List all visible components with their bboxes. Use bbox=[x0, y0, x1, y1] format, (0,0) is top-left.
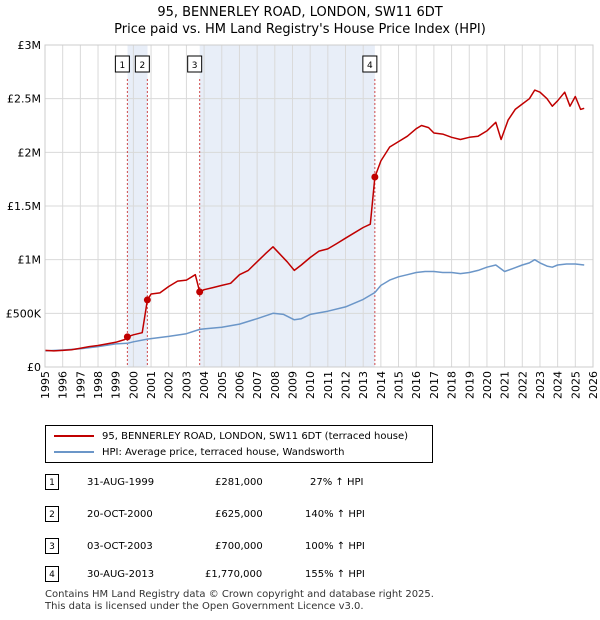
x-tick-label: 2004 bbox=[198, 371, 211, 399]
y-tick-label: £3M bbox=[18, 39, 42, 52]
transaction-hpi: 100% ↑ HPI bbox=[305, 541, 365, 552]
transaction-date: 20-OCT-2000 bbox=[87, 509, 153, 520]
x-tick-label: 2008 bbox=[269, 371, 282, 399]
transaction-number: 3 bbox=[45, 538, 59, 554]
hpi-line bbox=[44, 258, 585, 352]
x-tick-label: 1996 bbox=[57, 371, 70, 399]
x-tick-label: 2016 bbox=[410, 371, 423, 399]
sale-point bbox=[123, 333, 131, 341]
x-tick-label: 1999 bbox=[110, 371, 123, 399]
legend-label-hpi: HPI: Average price, terraced house, Wand… bbox=[102, 446, 345, 458]
x-tick-label: 1995 bbox=[39, 371, 52, 399]
x-tick-label: 2009 bbox=[286, 371, 299, 399]
transaction-price: £281,000 bbox=[215, 477, 263, 488]
chart-title: 95, BENNERLEY ROAD, LONDON, SW11 6DT bbox=[157, 5, 443, 20]
x-tick-label: 2014 bbox=[375, 371, 388, 399]
legend-item-property: 95, BENNERLEY ROAD, LONDON, SW11 6DT (te… bbox=[54, 428, 408, 444]
x-tick-label: 2023 bbox=[534, 371, 547, 399]
y-tick-label: £500K bbox=[6, 307, 42, 320]
x-tick-label: 2010 bbox=[304, 371, 317, 399]
x-tick-label: 2019 bbox=[463, 371, 476, 399]
sale-label-number: 3 bbox=[192, 61, 198, 71]
transaction-number: 2 bbox=[45, 506, 59, 522]
x-tick-label: 2013 bbox=[357, 371, 370, 399]
x-tick-label: 1997 bbox=[74, 371, 87, 399]
transaction-number: 1 bbox=[45, 474, 59, 490]
x-tick-label: 2024 bbox=[552, 371, 565, 399]
chart-subtitle: Price paid vs. HM Land Registry's House … bbox=[114, 22, 486, 37]
transaction-hpi: 27% ↑ HPI bbox=[310, 477, 364, 488]
y-tick-label: £2.5M bbox=[7, 93, 41, 106]
sale-label-box bbox=[187, 55, 203, 73]
transaction-price: £1,770,000 bbox=[205, 569, 263, 580]
y-tick-label: £0 bbox=[27, 361, 41, 374]
legend-swatch-hpi bbox=[54, 451, 94, 453]
transaction-date: 30-AUG-2013 bbox=[87, 569, 155, 580]
transaction-number: 4 bbox=[45, 566, 59, 582]
x-tick-label: 2025 bbox=[569, 371, 582, 399]
y-tick-label: £2M bbox=[18, 146, 42, 159]
price-chart: 1 2 3 4 £0 £500K £1M £1.5M £2M £2.5M £3M 1995 1996… bbox=[6, 39, 600, 399]
y-tick-label: £1.5M bbox=[7, 200, 41, 213]
legend: 95, BENNERLEY ROAD, LONDON, SW11 6DT (te… bbox=[45, 425, 433, 463]
footer-licence: This data is licensed under the Open Gov… bbox=[45, 601, 364, 612]
transaction-price: £700,000 bbox=[215, 541, 263, 552]
property-price-line bbox=[44, 89, 585, 352]
transaction-hpi: 140% ↑ HPI bbox=[305, 509, 365, 520]
x-tick-label: 2021 bbox=[499, 371, 512, 399]
plot-frame bbox=[44, 44, 594, 368]
sale-point bbox=[371, 173, 379, 181]
x-tick-label: 2026 bbox=[587, 371, 600, 399]
x-tick-label: 1998 bbox=[92, 371, 105, 399]
x-tick-label: 2000 bbox=[127, 371, 140, 399]
footer-copyright: Contains HM Land Registry data © Crown c… bbox=[45, 589, 434, 600]
sale-label-box bbox=[134, 55, 150, 73]
sale-label-box bbox=[114, 55, 130, 73]
sale-point bbox=[143, 296, 151, 304]
x-tick-label: 2017 bbox=[428, 371, 441, 399]
x-tick-label: 2022 bbox=[516, 371, 529, 399]
legend-item-hpi: HPI: Average price, terraced house, Wand… bbox=[54, 444, 344, 460]
sale-label-number: 2 bbox=[139, 61, 145, 71]
x-tick-label: 2015 bbox=[393, 371, 406, 399]
x-tick-label: 2012 bbox=[340, 371, 353, 399]
x-tick-label: 2011 bbox=[322, 371, 335, 399]
x-tick-label: 2001 bbox=[145, 371, 158, 399]
x-tick-label: 2006 bbox=[233, 371, 246, 399]
sale-point bbox=[196, 288, 204, 296]
legend-label-property: 95, BENNERLEY ROAD, LONDON, SW11 6DT (te… bbox=[102, 430, 409, 442]
x-tick-label: 2020 bbox=[481, 371, 494, 399]
x-tick-label: 2007 bbox=[251, 371, 264, 399]
sale-label-number: 1 bbox=[120, 61, 126, 71]
legend-swatch-property bbox=[54, 435, 94, 437]
transaction-date: 03-OCT-2003 bbox=[87, 541, 153, 552]
x-tick-label: 2002 bbox=[163, 371, 176, 399]
x-tick-label: 2018 bbox=[446, 371, 459, 399]
transaction-hpi: 155% ↑ HPI bbox=[305, 569, 365, 580]
transaction-price: £625,000 bbox=[215, 509, 263, 520]
x-tick-label: 2003 bbox=[180, 371, 193, 399]
sale-label-box bbox=[362, 55, 378, 73]
transaction-date: 31-AUG-1999 bbox=[87, 477, 155, 488]
sale-label-number: 4 bbox=[367, 61, 373, 71]
x-tick-label: 2005 bbox=[216, 371, 229, 399]
y-tick-label: £1M bbox=[18, 254, 42, 267]
